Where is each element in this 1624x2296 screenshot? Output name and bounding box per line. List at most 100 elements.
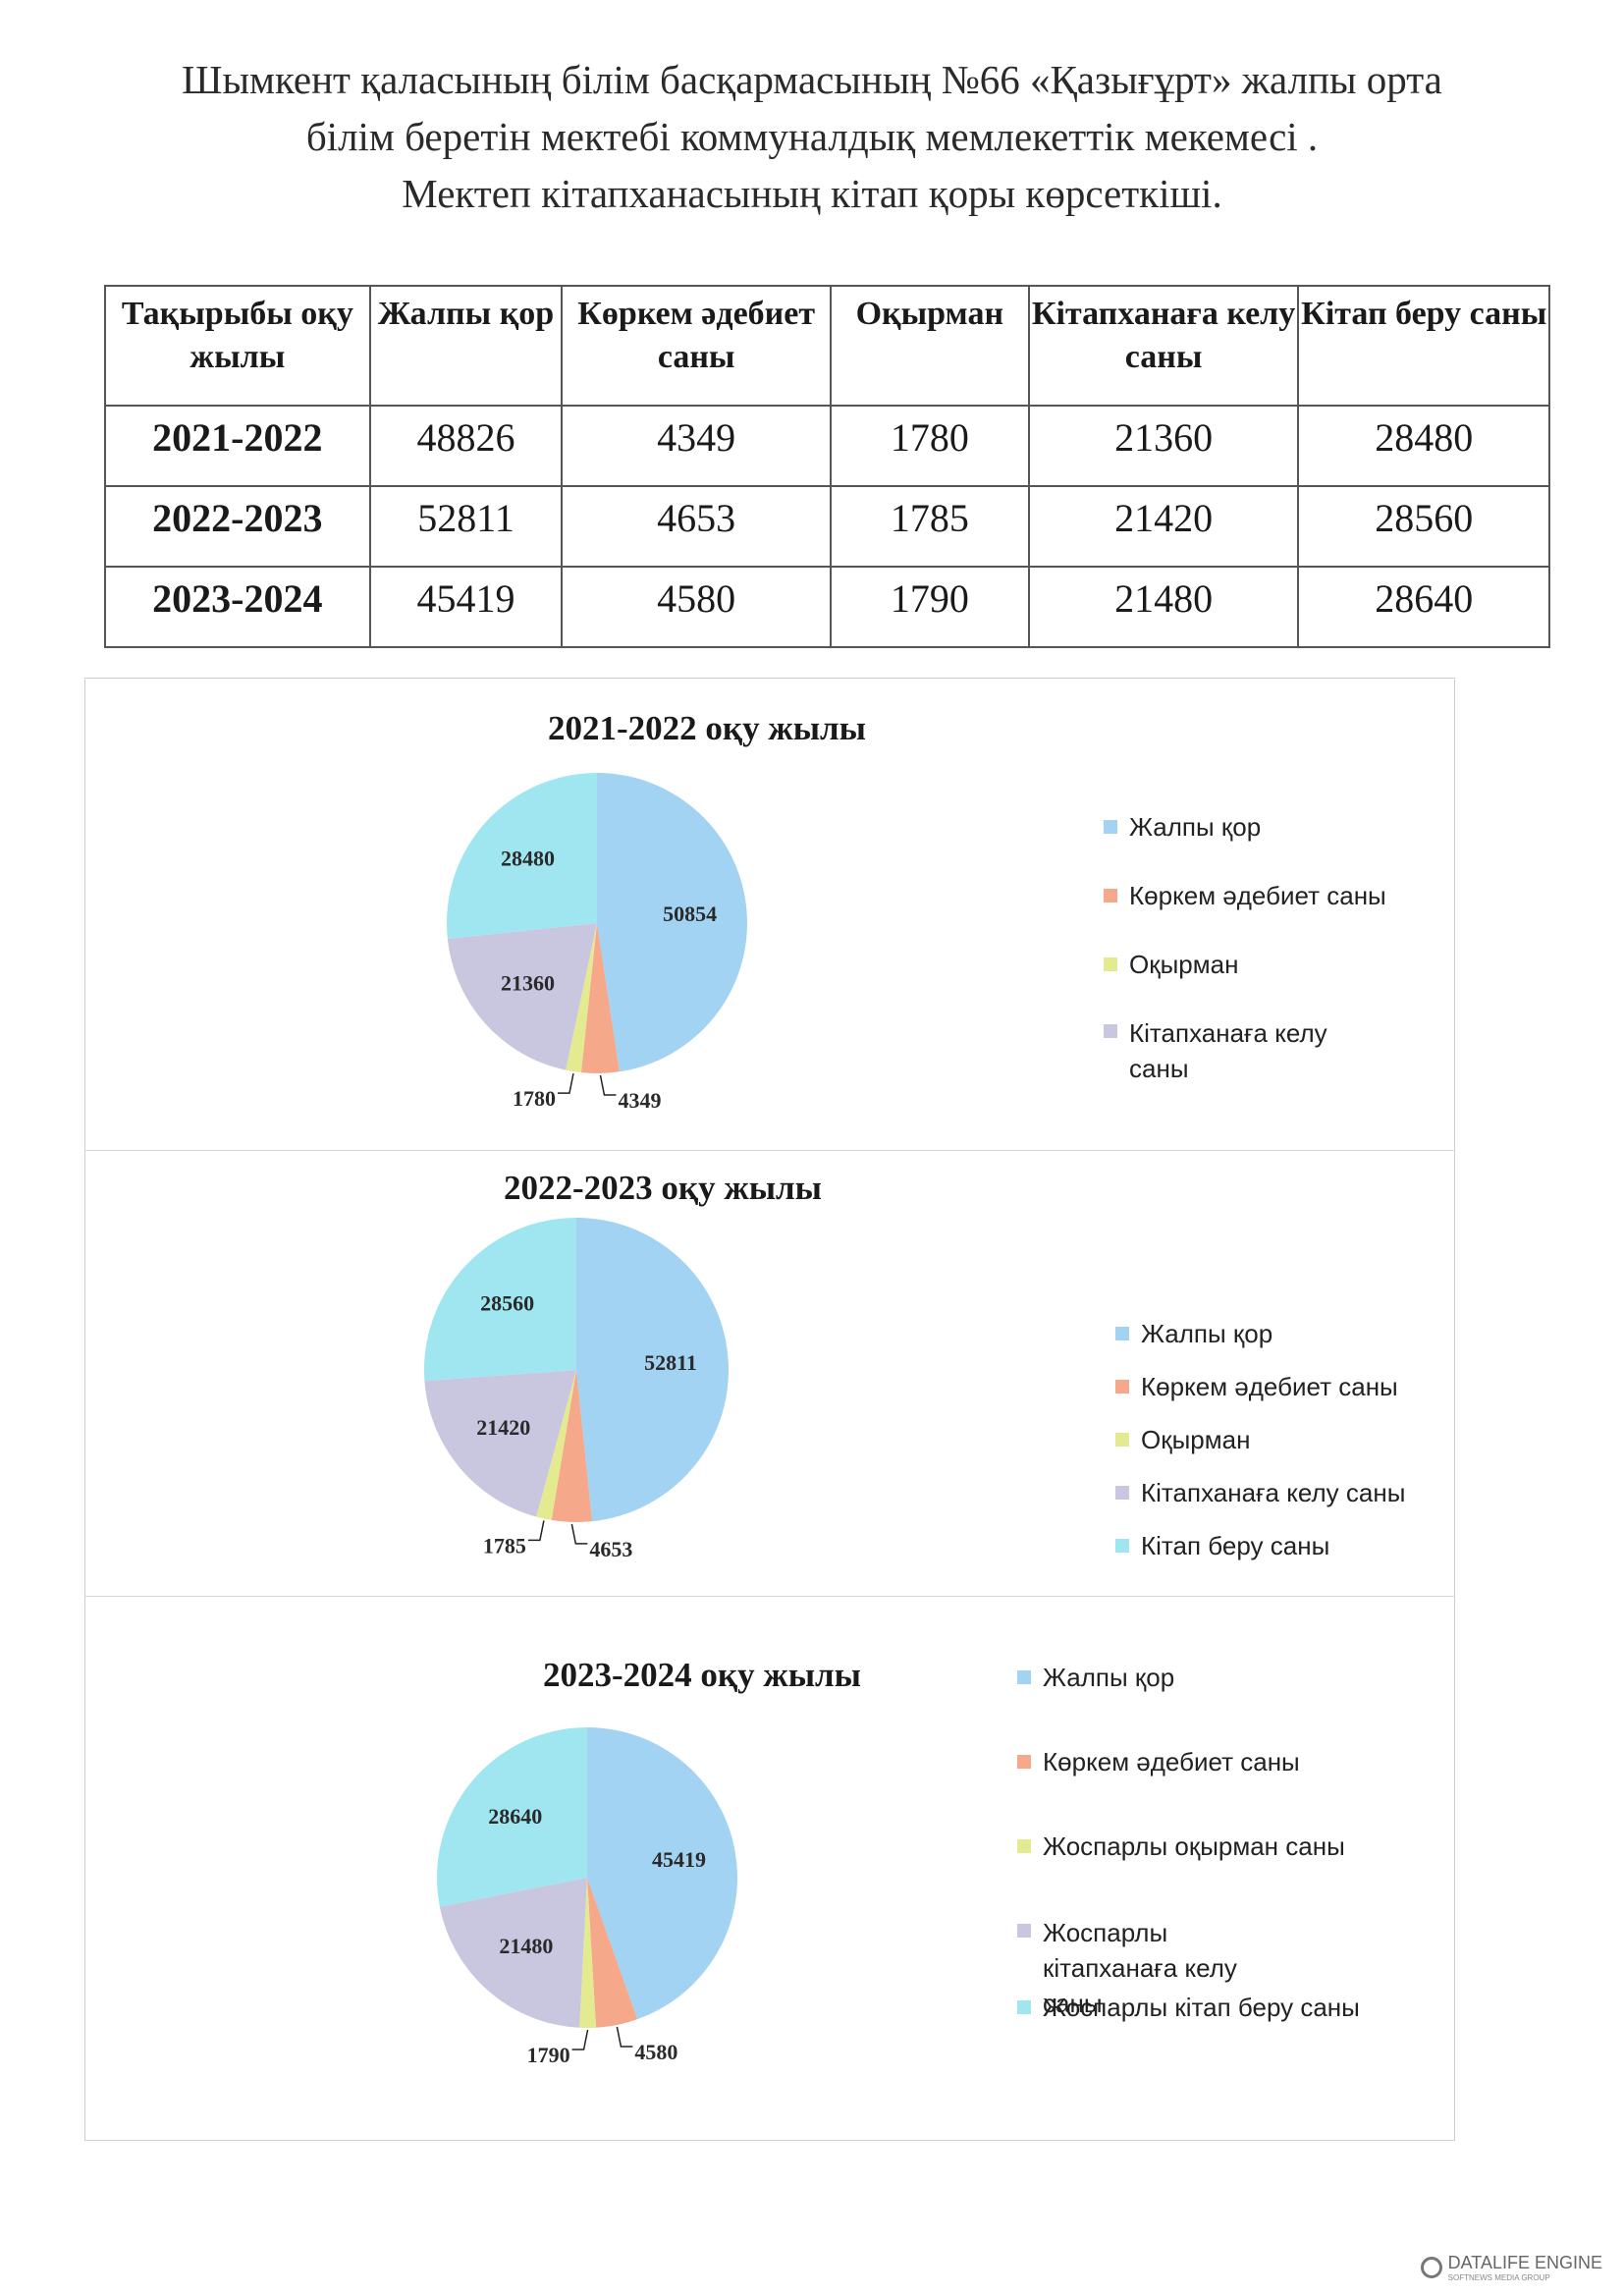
leader-line <box>527 1520 545 1542</box>
title-line-2: білім беретін мектебі коммуналдық мемлек… <box>305 114 1319 159</box>
cell-readers: 1785 <box>829 485 1030 568</box>
pie-value-label: 21360 <box>501 970 555 995</box>
chart-title-2022-2023: 2022-2023 оқу жылы <box>504 1169 822 1207</box>
cell-year: 2023-2024 <box>104 566 371 648</box>
legend-item: Оқырман <box>1115 1424 1250 1455</box>
cell-visits: 21420 <box>1027 485 1300 568</box>
legend-label: Оқырман <box>1129 950 1239 979</box>
legend-label: Жоспарлы оқырман саны <box>1043 1831 1345 1861</box>
pie-value-label: 50854 <box>663 902 717 926</box>
pie-value-label: 28480 <box>501 847 555 871</box>
leader-line <box>599 1074 617 1096</box>
pie-value-label: 4349 <box>618 1088 661 1113</box>
cell-readers: 1790 <box>829 566 1030 648</box>
legend-item: Жалпы қор <box>1104 811 1261 843</box>
cell-readers: 1780 <box>829 405 1030 487</box>
legend-item: Кітапханаға келу саны <box>1115 1477 1405 1508</box>
cell-fiction: 4349 <box>561 405 832 487</box>
title-line-1: Шымкент қаласының білім басқармасының №6… <box>182 57 1442 102</box>
chart-title-2023-2024: 2023-2024 оқу жылы <box>543 1656 861 1694</box>
watermark-name: DATALIFE ENGINE <box>1447 2253 1602 2272</box>
legend-swatch <box>1115 1327 1129 1340</box>
leader-line <box>557 1072 574 1094</box>
cell-fiction: 4580 <box>561 566 832 648</box>
chart-title-2021-2022: 2021-2022 оқу жылы <box>548 709 866 747</box>
pie-value-label: 21480 <box>499 1934 553 1958</box>
pie-chart-2021-2022: 50854 4349 1780 21360 28480 <box>447 773 748 1113</box>
library-stats-table: Тақырыбы оқу жылы Жалпы қор Көркем әдеби… <box>104 285 1550 648</box>
pie-value-label: 4580 <box>634 2040 677 2064</box>
pie-value-label: 1780 <box>513 1086 556 1111</box>
legend-label: Көркем әдебиет саны <box>1141 1372 1398 1401</box>
pie-value-label: 4653 <box>589 1537 632 1561</box>
pie-slice <box>587 1727 738 2020</box>
pie-slice <box>566 923 597 1073</box>
legend-swatch <box>1104 820 1117 834</box>
header-loans: Кітап беру саны <box>1297 285 1550 407</box>
table-row: 2022-2023 52811 4653 1785 21420 28560 <box>104 485 1550 568</box>
header-visits: Кітапханаға келу саны <box>1027 285 1300 407</box>
cell-visits: 21480 <box>1027 566 1300 648</box>
legend-swatch <box>1115 1486 1129 1500</box>
legend-swatch <box>1017 1670 1031 1684</box>
legend-swatch <box>1104 957 1117 971</box>
pie-slice <box>439 1878 587 2028</box>
legend-item: Кітап беру саны <box>1115 1530 1329 1561</box>
pie-value-label: 52811 <box>644 1350 697 1375</box>
title-line-3: Мектеп кітапханасының кітап қоры көрсетк… <box>402 171 1222 216</box>
legend-swatch <box>1017 1755 1031 1769</box>
pie-value-label: 45419 <box>652 1847 706 1872</box>
legend-item: Жалпы қор <box>1115 1318 1272 1349</box>
legend-swatch <box>1104 889 1117 902</box>
legend-item: Жоспарлы кітапханаға келу саны <box>1017 1915 1278 2021</box>
table-header-row: Тақырыбы оқу жылы Жалпы қор Көркем әдеби… <box>104 285 1550 407</box>
pie-slice <box>424 1370 576 1517</box>
cell-year: 2022-2023 <box>104 485 371 568</box>
table-row: 2021-2022 48826 4349 1780 21360 28480 <box>104 405 1550 487</box>
cell-visits: 21360 <box>1027 405 1300 487</box>
cell-year: 2021-2022 <box>104 405 371 487</box>
pie-value-label: 1790 <box>527 2043 570 2067</box>
cell-total-fund: 52811 <box>368 485 564 568</box>
pie-slice <box>576 1218 730 1522</box>
pie-slice <box>551 1370 593 1522</box>
pie-chart-2022-2023: 52811 4653 1785 21420 28560 <box>424 1218 730 1561</box>
charts-frame <box>84 678 1455 2141</box>
legend-swatch <box>1017 1839 1031 1853</box>
pie-slice <box>580 923 620 1073</box>
legend-item: Көркем әдебиет саны <box>1115 1371 1398 1402</box>
legend-label: Жалпы қор <box>1043 1663 1175 1692</box>
legend-label: Кітапханаға келу саны <box>1129 1018 1327 1083</box>
legend-label: Оқырман <box>1141 1425 1251 1454</box>
pie-slice <box>437 1727 587 1907</box>
legend-swatch <box>1115 1539 1129 1553</box>
legend-item: Көркем әдебиет саны <box>1104 880 1386 911</box>
pie-value-label: 21420 <box>476 1415 530 1440</box>
header-fiction-count: Көркем әдебиет саны <box>561 285 832 407</box>
legend-label: Көркем әдебиет саны <box>1043 1747 1300 1777</box>
pie-chart-2023-2024: 45419 4580 1790 21480 28640 <box>437 1727 738 2067</box>
chart-panel-2 <box>84 1151 1455 1597</box>
header-year: Тақырыбы оқу жылы <box>104 285 371 407</box>
cell-fiction: 4653 <box>561 485 832 568</box>
datalife-logo-icon <box>1420 2257 1442 2278</box>
leader-line <box>570 1523 588 1545</box>
legend-swatch <box>1115 1380 1129 1394</box>
pie-slice <box>447 773 597 939</box>
header-total-fund: Жалпы қор <box>368 285 564 407</box>
leader-line <box>616 2026 633 2048</box>
legend-label: Кітапханаға келу саны <box>1141 1478 1406 1507</box>
pie-value-label: 1785 <box>483 1533 526 1558</box>
legend-label: Жоспарлы кітапханаға келу саны <box>1043 1918 1237 2018</box>
pie-slice <box>447 923 597 1070</box>
leader-line <box>571 2029 589 2050</box>
legend-swatch <box>1017 1924 1031 1938</box>
pie-slice <box>536 1370 576 1520</box>
legend-swatch <box>1104 1024 1117 1038</box>
legend-item: Жоспарлы оқырман саны <box>1017 1831 1345 1862</box>
watermark: DATALIFE ENGINE SOFTNEWS MEDIA GROUP <box>1420 2253 1602 2282</box>
pie-slice <box>597 773 748 1072</box>
cell-loans: 28640 <box>1297 566 1550 648</box>
legend-label: Жалпы қор <box>1141 1319 1273 1348</box>
pie-slice <box>579 1878 597 2028</box>
